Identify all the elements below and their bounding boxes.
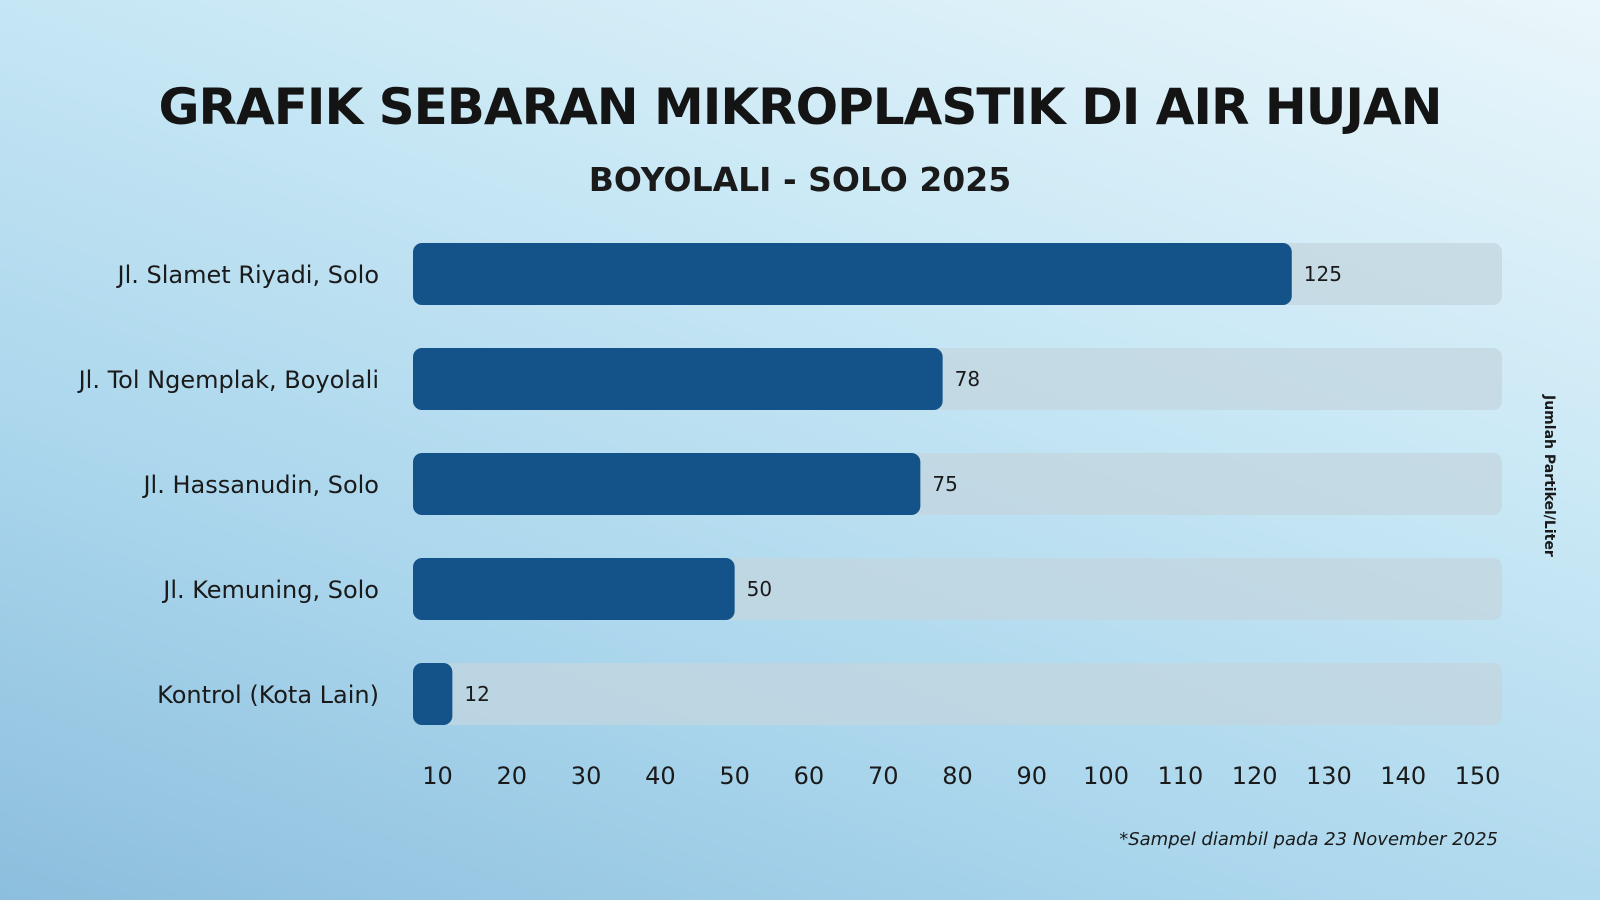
footnote: *Sampel diambil pada 23 November 2025: [1119, 829, 1498, 850]
data-label: 50: [747, 577, 772, 601]
bar: [413, 243, 1292, 305]
category-label: Jl. Kemuning, Solo: [161, 576, 379, 604]
x-tick-label: 70: [868, 762, 899, 790]
category-label: Jl. Hassanudin, Solo: [141, 471, 379, 499]
category-label: Jl. Tol Ngemplak, Boyolali: [77, 366, 379, 394]
data-label: 12: [464, 682, 489, 706]
x-tick-label: 50: [719, 762, 750, 790]
x-tick-label: 40: [645, 762, 676, 790]
category-label: Jl. Slamet Riyadi, Solo: [116, 261, 379, 289]
bar-track: [413, 663, 1502, 725]
bar: [413, 348, 943, 410]
x-tick-label: 80: [942, 762, 973, 790]
data-label: 75: [932, 472, 957, 496]
x-tick-label: 60: [794, 762, 825, 790]
x-tick-label: 10: [422, 762, 453, 790]
x-tick-label: 120: [1232, 762, 1278, 790]
data-label: 125: [1304, 262, 1342, 286]
x-tick-label: 110: [1157, 762, 1203, 790]
x-tick-label: 130: [1306, 762, 1352, 790]
x-tick-label: 30: [571, 762, 602, 790]
x-tick-label: 100: [1083, 762, 1129, 790]
bar: [413, 453, 921, 515]
bar: [413, 663, 453, 725]
category-label: Kontrol (Kota Lain): [157, 681, 379, 709]
x-tick-label: 150: [1455, 762, 1501, 790]
x-tick-label: 140: [1380, 762, 1426, 790]
chart-subtitle: BOYOLALI - SOLO 2025: [588, 160, 1012, 199]
data-label: 78: [955, 367, 980, 391]
chart-title: GRAFIK SEBARAN MIKROPLASTIK DI AIR HUJAN: [158, 78, 1442, 136]
x-tick-label: 90: [1017, 762, 1048, 790]
x-tick-label: 20: [497, 762, 528, 790]
bar: [413, 558, 735, 620]
y-axis-label: Jumlah Partikel/Liter: [1541, 395, 1557, 557]
